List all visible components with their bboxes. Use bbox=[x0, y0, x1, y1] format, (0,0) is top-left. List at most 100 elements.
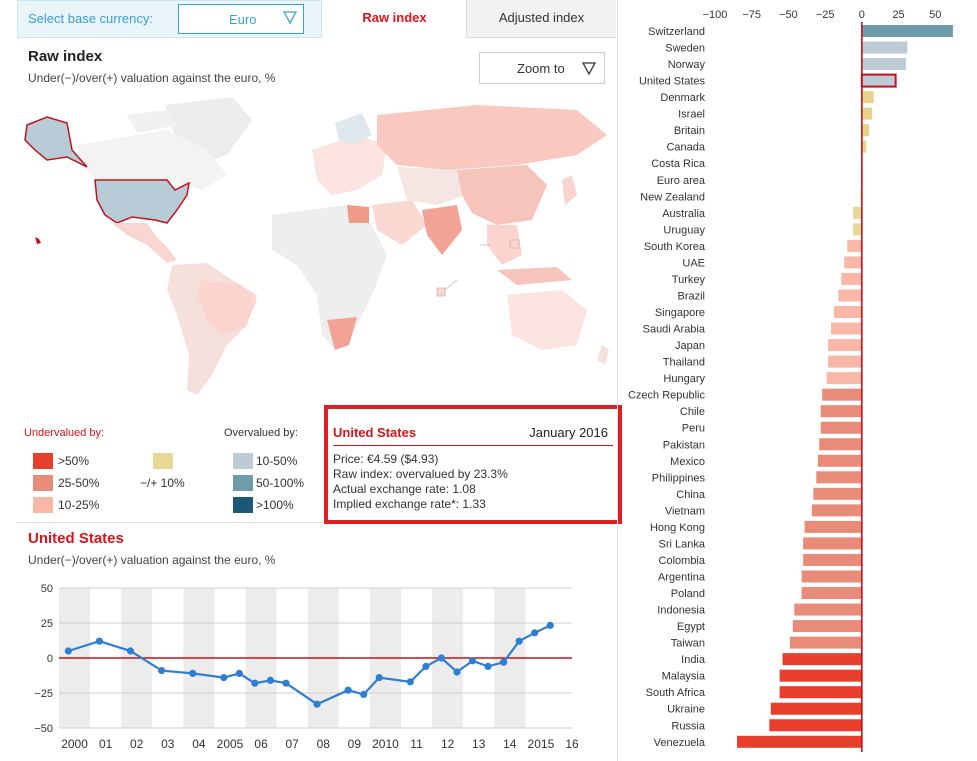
y-tick-label: −50 bbox=[34, 723, 53, 735]
bar-label: Taiwan bbox=[671, 638, 705, 650]
tab-adjusted-index[interactable]: Adjusted index bbox=[466, 0, 616, 38]
tab-raw-index[interactable]: Raw index bbox=[323, 0, 466, 38]
bar-norway bbox=[861, 58, 906, 71]
bar-denmark bbox=[861, 91, 874, 104]
x-tick-label: 01 bbox=[99, 737, 113, 751]
data-point bbox=[375, 674, 383, 682]
x-tick-label: 16 bbox=[565, 737, 579, 751]
map-region-singapore-callout bbox=[444, 279, 458, 291]
zoom-label: Zoom to bbox=[517, 61, 565, 76]
line-chart-subtitle: Under(−)/over(+) valuation against the e… bbox=[28, 553, 276, 567]
map-region-hawaii[interactable] bbox=[35, 237, 41, 244]
bar-taiwan bbox=[789, 636, 862, 649]
map-region-europe[interactable] bbox=[312, 135, 387, 195]
bar-label: Britain bbox=[674, 125, 705, 137]
map-region-indonesia[interactable] bbox=[497, 267, 572, 285]
map-region-russia[interactable] bbox=[377, 105, 607, 170]
data-point bbox=[468, 657, 477, 665]
line-chart-title: United States bbox=[28, 530, 124, 547]
bar-label: Egypt bbox=[677, 621, 705, 633]
data-point bbox=[282, 679, 290, 687]
map-region-mexico[interactable] bbox=[112, 223, 177, 263]
tooltip-implied-rate: Implied exchange rate*: 1.33 bbox=[333, 497, 486, 511]
bar-label: Canada bbox=[666, 142, 705, 154]
zoom-to-dropdown[interactable]: Zoom to bbox=[479, 52, 605, 84]
bar-label: Mexico bbox=[670, 456, 705, 468]
bar-label: Saudi Arabia bbox=[643, 324, 706, 336]
map-region-africa[interactable] bbox=[272, 205, 387, 350]
bar-label: Ukraine bbox=[667, 704, 705, 716]
map-region-south-africa[interactable] bbox=[327, 317, 357, 350]
map-region-alaska[interactable] bbox=[24, 116, 88, 168]
map-region-canada[interactable] bbox=[77, 130, 227, 190]
map-region-southeast-asia[interactable] bbox=[487, 225, 522, 265]
bar-japan bbox=[828, 339, 862, 352]
bar-label: Singapore bbox=[655, 307, 705, 319]
x-tick-label: 2015 bbox=[528, 737, 555, 751]
map-region-united-states[interactable] bbox=[94, 179, 190, 224]
legend-label-under-10-25: 10-25% bbox=[58, 498, 100, 512]
map-region-canada-islands[interactable] bbox=[127, 110, 177, 133]
map-region-china[interactable] bbox=[457, 165, 547, 225]
bar-label: Hong Kong bbox=[650, 522, 705, 534]
bar-label: Norway bbox=[668, 59, 706, 71]
x-tick-label: 02 bbox=[130, 737, 144, 751]
world-map[interactable] bbox=[17, 95, 617, 420]
map-region-australia[interactable] bbox=[507, 290, 587, 350]
bar-uruguay bbox=[853, 223, 862, 236]
bar-singapore bbox=[833, 306, 862, 319]
tooltip-date: January 2016 bbox=[529, 425, 608, 440]
map-region-taiwan[interactable] bbox=[509, 239, 520, 249]
data-point bbox=[437, 654, 446, 662]
country-tooltip: United States January 2016 Price: €4.59 … bbox=[324, 405, 622, 524]
legend-swatch-over-100 bbox=[233, 497, 253, 513]
bar-chile bbox=[820, 405, 862, 418]
chevron-down-icon bbox=[582, 62, 596, 75]
map-region-new-zealand[interactable] bbox=[597, 345, 609, 365]
bar-label: New Zealand bbox=[640, 191, 705, 203]
legend-swatch-under-25-50 bbox=[33, 475, 53, 491]
map-region-scandinavia[interactable] bbox=[335, 113, 372, 145]
bar-australia bbox=[853, 206, 862, 219]
bar-label: Malaysia bbox=[662, 671, 706, 683]
bar-x-tick-label: 0 bbox=[859, 9, 865, 21]
bar-vietnam bbox=[811, 504, 862, 517]
data-point bbox=[251, 679, 259, 687]
bar-label: Costa Rica bbox=[651, 158, 706, 170]
line-chart[interactable]: 50 25 0 −25 −50 2000 01 02 03 04 2005 06 07 08 09 2010 1… bbox=[17, 575, 617, 761]
bar-south-africa bbox=[779, 686, 862, 699]
tooltip-divider bbox=[333, 445, 613, 446]
data-point bbox=[515, 637, 523, 645]
bar-label: Israel bbox=[678, 109, 705, 121]
legend-label-neutral: −/+ 10% bbox=[140, 476, 185, 490]
data-point bbox=[266, 676, 275, 684]
bar-south-korea bbox=[847, 239, 862, 252]
bar-hungary bbox=[826, 372, 862, 385]
map-region-central-asia[interactable] bbox=[397, 167, 467, 205]
data-point bbox=[531, 629, 539, 637]
bar-label: Chile bbox=[680, 406, 705, 418]
map-region-brazil[interactable] bbox=[197, 280, 257, 335]
map-region-egypt[interactable] bbox=[347, 205, 369, 223]
currency-dropdown[interactable]: Euro bbox=[178, 4, 304, 34]
bar-chart[interactable]: −100 −75 −50 −25 0 25 50 Switzerland Sweden Norwa… bbox=[617, 0, 977, 761]
map-region-middle-east[interactable] bbox=[372, 200, 427, 245]
map-region-india[interactable] bbox=[422, 205, 462, 255]
bar-x-tick-label: −100 bbox=[703, 9, 728, 21]
map-region-singapore[interactable] bbox=[436, 287, 446, 297]
currency-value: Euro bbox=[229, 12, 257, 27]
bar-label: Brazil bbox=[677, 290, 705, 302]
legend-label-over-10-50: 10-50% bbox=[256, 454, 298, 468]
map-region-japan[interactable] bbox=[562, 175, 577, 205]
bar-hong-kong bbox=[804, 520, 862, 533]
bar-egypt bbox=[792, 620, 862, 633]
tooltip-actual-rate: Actual exchange rate: 1.08 bbox=[333, 482, 476, 496]
y-tick-label: 25 bbox=[41, 618, 53, 630]
data-point bbox=[360, 690, 368, 698]
bar-label: South Korea bbox=[644, 241, 706, 253]
legend-label-over-100: >100% bbox=[256, 498, 294, 512]
bar-sweden bbox=[861, 41, 908, 54]
x-tick-label: 2005 bbox=[217, 737, 244, 751]
legend-swatch-under-50 bbox=[33, 453, 53, 469]
